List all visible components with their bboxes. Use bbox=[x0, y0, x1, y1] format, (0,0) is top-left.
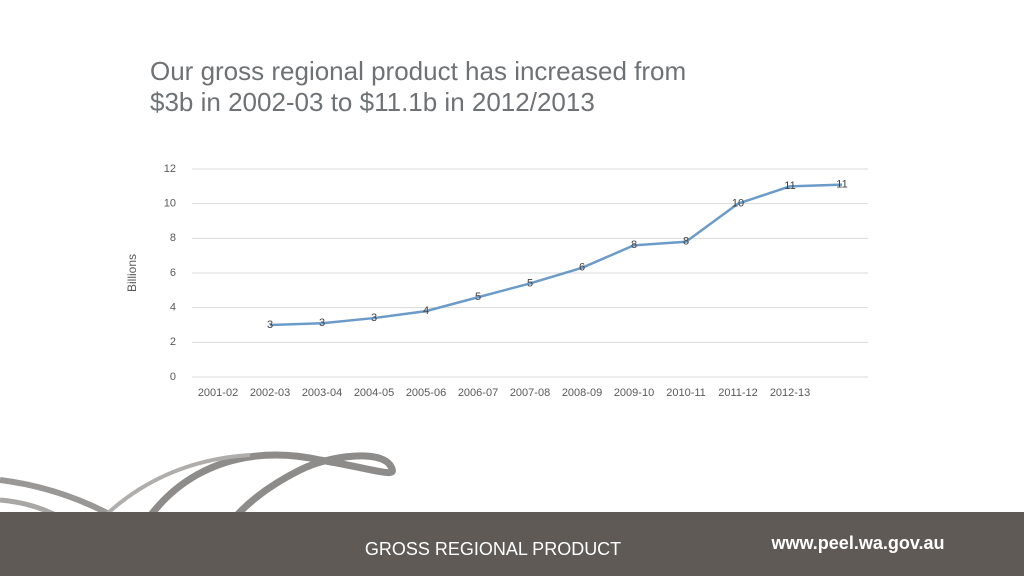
decoration bbox=[116, 451, 396, 576]
y-tick-label: 0 bbox=[170, 371, 176, 383]
data-label: 8 bbox=[631, 239, 637, 251]
y-tick-label: 10 bbox=[164, 198, 176, 210]
x-tick-label: 2008-09 bbox=[562, 387, 602, 399]
x-tick-label: 2001-02 bbox=[198, 387, 238, 399]
footer-title: GROSS REGIONAL PRODUCT bbox=[365, 539, 621, 559]
y-tick-label: 6 bbox=[170, 267, 176, 279]
data-label: 3 bbox=[371, 312, 377, 324]
data-label: 10 bbox=[732, 198, 744, 210]
data-label: 5 bbox=[475, 291, 481, 303]
data-label: 3 bbox=[267, 319, 273, 331]
x-tick-label: 2003-04 bbox=[302, 387, 342, 399]
data-label: 11 bbox=[784, 180, 795, 192]
data-label: 3 bbox=[319, 317, 325, 329]
x-tick-label: 2012-13 bbox=[770, 387, 810, 399]
title: Our gross regional product has increased… bbox=[150, 56, 686, 86]
x-tick-label: 2011-12 bbox=[718, 387, 758, 399]
x-tick-label: 2010-11 bbox=[666, 387, 706, 399]
y-axis-label: Billions bbox=[125, 254, 139, 292]
data-label: 8 bbox=[683, 236, 689, 248]
y-tick-label: 8 bbox=[170, 232, 176, 244]
data-label: 6 bbox=[579, 262, 585, 274]
x-tick-label: 2006-07 bbox=[458, 387, 498, 399]
data-label: 4 bbox=[423, 305, 429, 317]
line bbox=[269, 183, 843, 327]
footer-band bbox=[0, 512, 1024, 576]
data-label: 5 bbox=[527, 277, 533, 289]
y-tick-label: 2 bbox=[170, 336, 176, 348]
footer-url: www.peel.wa.gov.au bbox=[770, 533, 944, 553]
x-tick-label: 2002-03 bbox=[250, 387, 290, 399]
x-tick-label: 2004-05 bbox=[354, 387, 394, 399]
x-tick-label: 2005-06 bbox=[406, 387, 446, 399]
y-tick-label: 4 bbox=[170, 302, 176, 314]
y-tick-label: 12 bbox=[164, 163, 176, 175]
data-label: 11 bbox=[836, 179, 847, 191]
x-tick-label: 2007-08 bbox=[510, 387, 550, 399]
x-tick-label: 2009-10 bbox=[614, 387, 654, 399]
title: $3b in 2002-03 to $11.1b in 2012/2013 bbox=[150, 87, 595, 117]
